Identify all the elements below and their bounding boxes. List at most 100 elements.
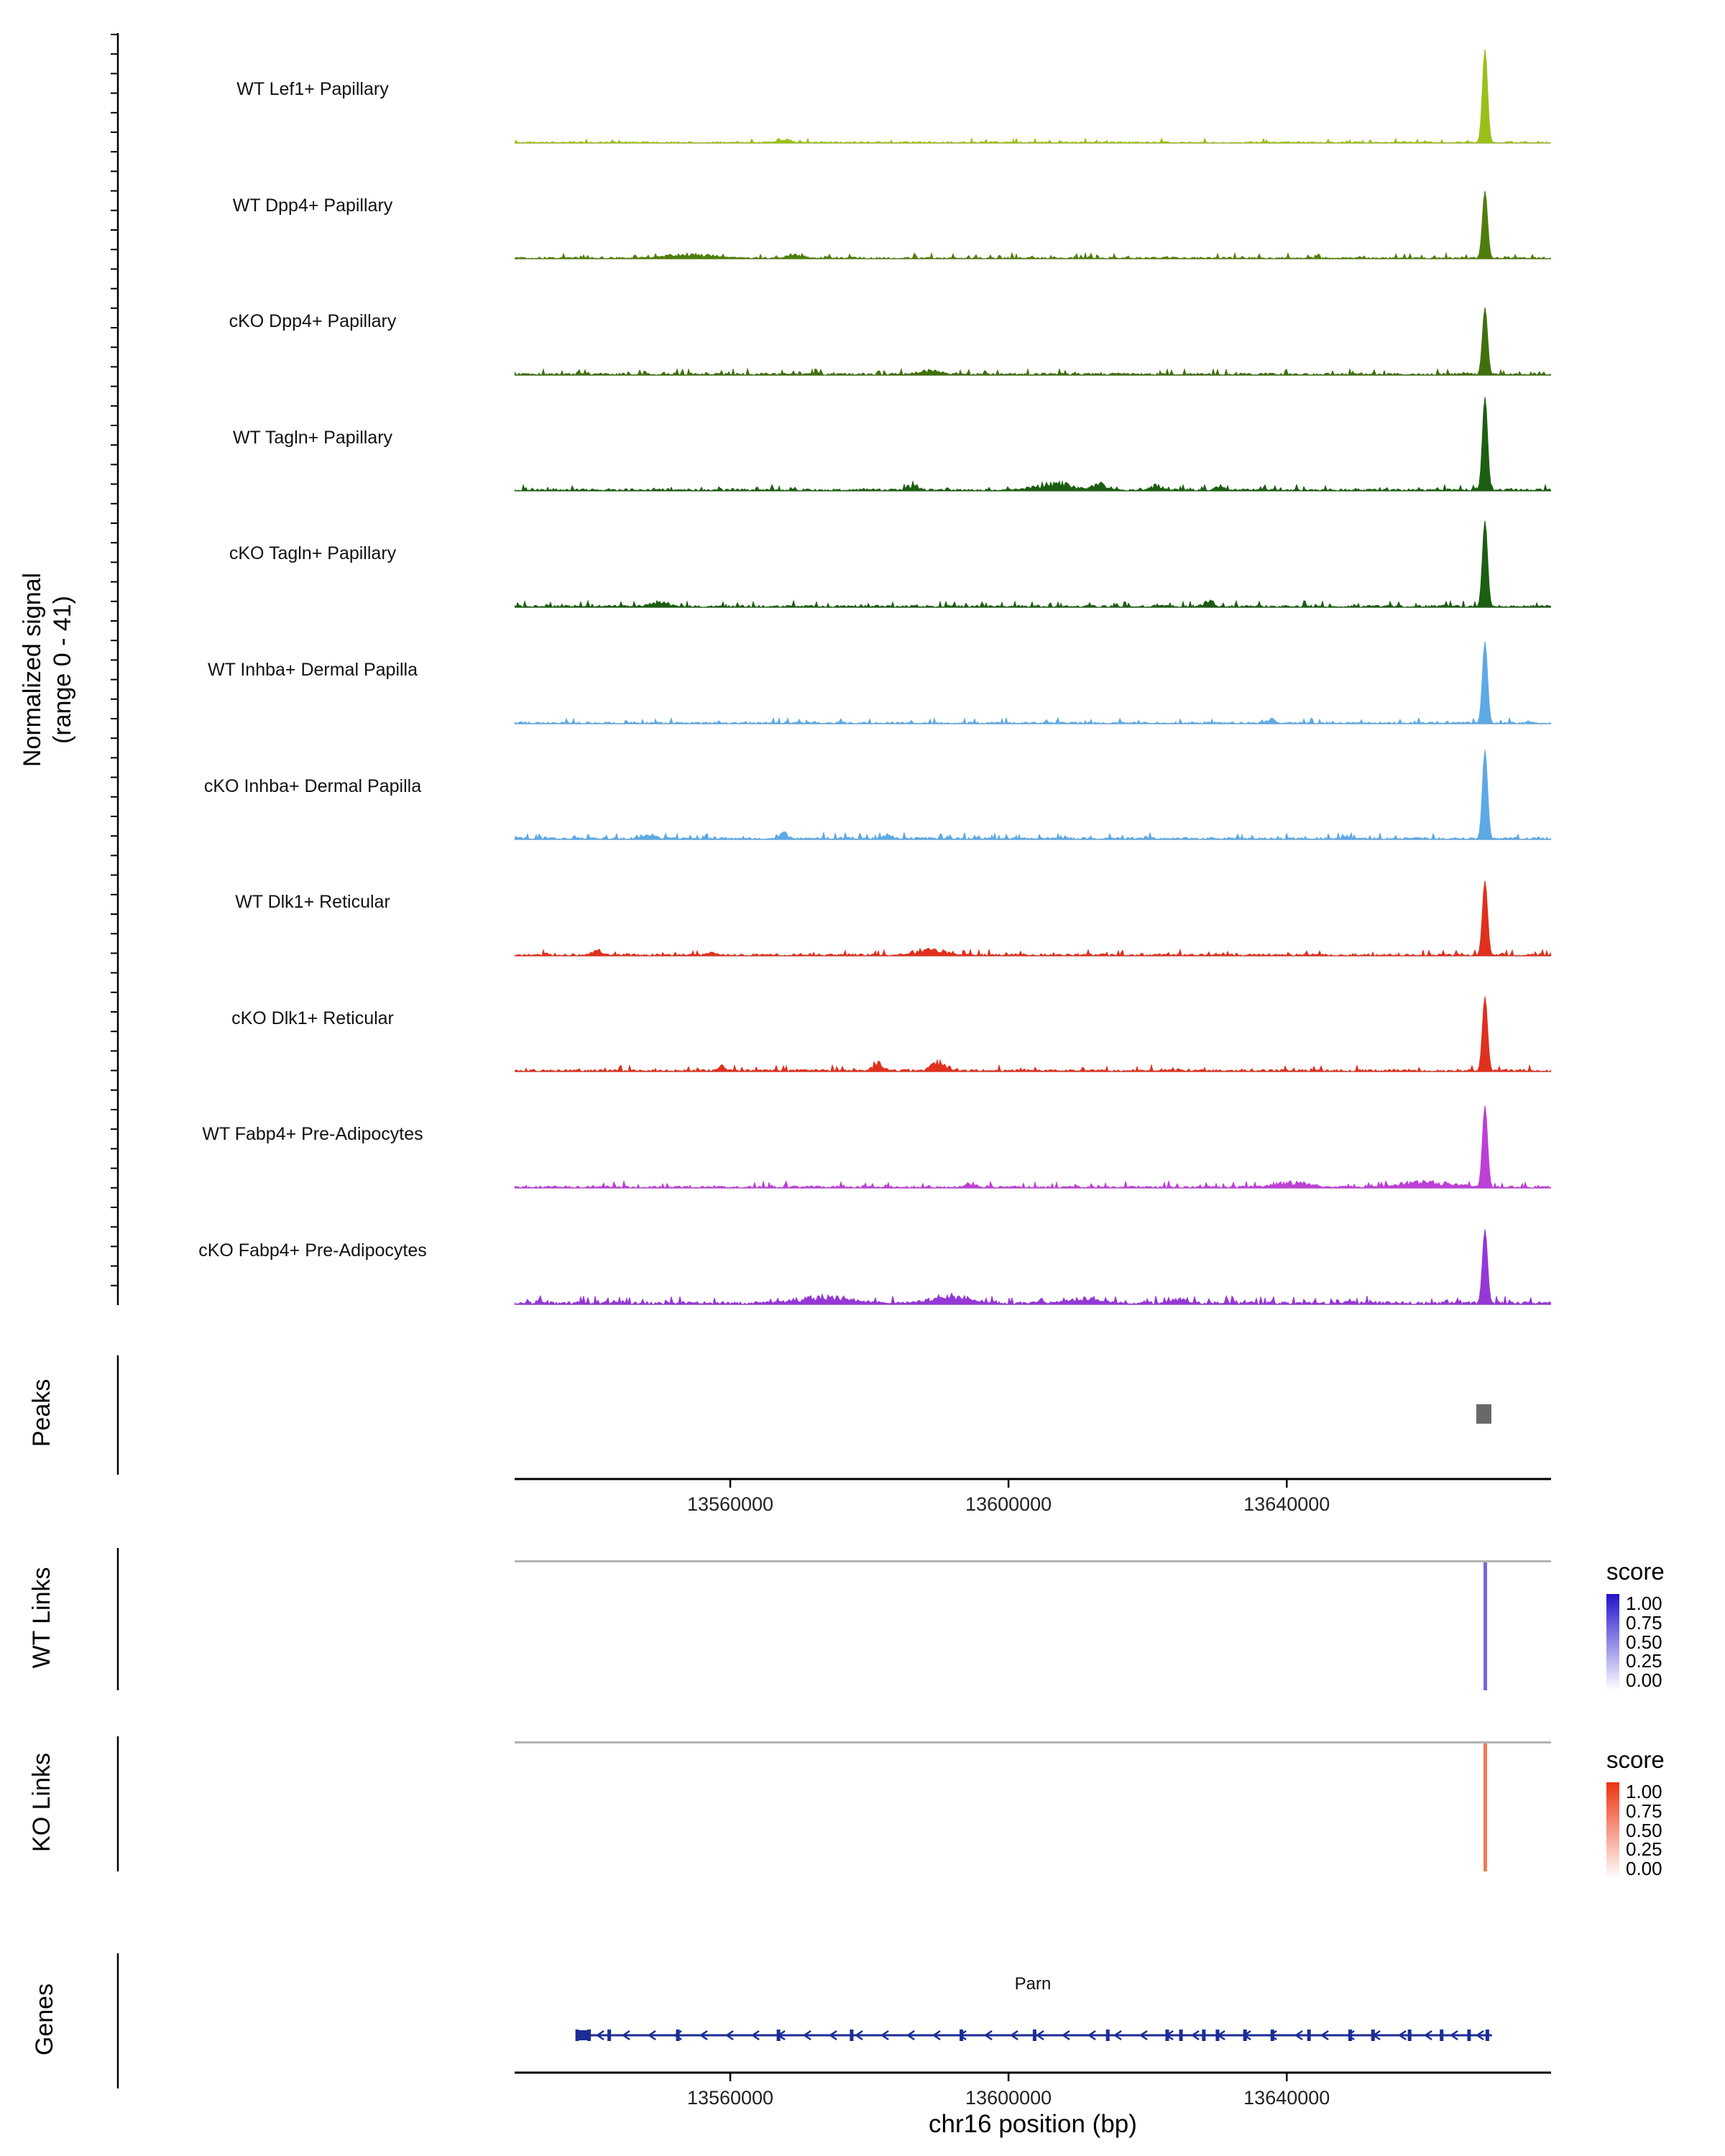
axis-brackets	[111, 33, 119, 2088]
exon-block	[1179, 2030, 1183, 2041]
exon-block	[1371, 2030, 1375, 2041]
ko-score-legend: score 1.00 0.75 0.50 0.25 0.00	[1606, 1746, 1665, 1879]
strand-arrow-icon	[1138, 2030, 1148, 2041]
peak-region-marker	[1476, 1404, 1491, 1424]
ko-score-gradient-bar	[1606, 1782, 1619, 1879]
exon-block	[1270, 2030, 1274, 2041]
legend-tick-label: 1.00	[1626, 1781, 1662, 1802]
gene-start-exon	[576, 2030, 589, 2040]
strand-arrow-icon	[1449, 2030, 1458, 2041]
signal-track-row: cKO Inhba+ Dermal Papilla	[0, 724, 1725, 841]
strand-arrow-icon	[1320, 2030, 1329, 2041]
coverage-signal	[515, 996, 1551, 1073]
strand-arrow-icon	[647, 2030, 656, 2041]
track-label: cKO Tagln+ Papillary	[229, 543, 397, 564]
signal-track-row: cKO Dpp4+ Papillary	[0, 259, 1725, 376]
coverage-signal	[515, 880, 1551, 957]
x-axis-title: chr16 position (bp)	[929, 2110, 1137, 2138]
legend-tick-label: 0.25	[1626, 1650, 1662, 1672]
x-tick-label: 13640000	[1243, 2087, 1330, 2109]
strand-arrow-icon	[595, 2030, 604, 2041]
ko-links-baseline	[515, 1741, 1551, 1743]
signal-track-row: WT Dpp4+ Papillary	[0, 144, 1725, 260]
track-label: WT Dpp4+ Papillary	[232, 195, 393, 216]
track-label: cKO Dlk1+ Reticular	[231, 1008, 394, 1028]
exon-block	[1243, 2030, 1247, 2041]
strand-arrow-icon	[854, 2030, 863, 2041]
strand-arrow-icon	[1397, 2030, 1407, 2041]
exon-block	[607, 2030, 612, 2041]
track-label: WT Dlk1+ Reticular	[235, 892, 390, 913]
legend-tick-label: 0.50	[1626, 1631, 1662, 1653]
coverage-signal	[515, 1105, 1551, 1189]
track-label: cKO Inhba+ Dermal Papilla	[203, 775, 422, 796]
legend-tick-label: 0.75	[1626, 1800, 1662, 1822]
strand-arrow-icon	[957, 2030, 967, 2041]
signal-track-row: cKO Tagln+ Papillary	[0, 492, 1725, 608]
strand-arrow-icon	[1423, 2030, 1432, 2041]
strand-arrow-icon	[1475, 2030, 1484, 2041]
track-label: WT Inhba+ Dermal Papilla	[207, 660, 418, 680]
strand-arrow-icon	[1061, 2030, 1070, 2041]
wt-link-line	[1483, 1562, 1487, 1690]
x-axis-top: 13560000 13600000 13640000	[515, 1478, 1551, 1515]
coverage-signal	[515, 1229, 1551, 1305]
track-label: WT Lef1+ Papillary	[236, 79, 389, 99]
x-axis-bottom: 13560000 13600000 13640000	[515, 2071, 1551, 2109]
wt-score-gradient-bar	[1606, 1594, 1619, 1690]
exon-block	[1165, 2030, 1169, 2041]
legend-tick-label: 0.00	[1626, 1858, 1662, 1880]
signal-track-row: WT Tagln+ Papillary	[0, 376, 1725, 492]
exon-block	[1202, 2030, 1206, 2041]
x-tick-label: 13640000	[1243, 1493, 1330, 1515]
exon-block	[676, 2030, 680, 2041]
coverage-signal	[515, 397, 1551, 492]
track-label: WT Tagln+ Papillary	[232, 427, 393, 448]
exon-block	[587, 2030, 592, 2041]
wt-legend-title: score	[1606, 1558, 1665, 1585]
gene-name-label: Parn	[1014, 1974, 1052, 1994]
signal-track-row: WT Fabp4+ Pre-Adipocytes	[0, 1072, 1725, 1189]
wt-links-baseline	[515, 1560, 1551, 1562]
exon-block	[1440, 2030, 1444, 2041]
exon-block	[1105, 2030, 1110, 2041]
strand-arrow-icon	[983, 2030, 993, 2041]
signal-track-row: WT Dlk1+ Reticular	[0, 840, 1725, 957]
x-tick-label: 13560000	[687, 1493, 773, 1515]
wt-score-legend: score 1.00 0.75 0.50 0.25 0.00	[1606, 1558, 1665, 1690]
strand-arrow-icon	[1294, 2030, 1303, 2041]
strand-arrow-icon	[802, 2030, 811, 2041]
exon-block	[1307, 2030, 1311, 2041]
strand-arrow-icon	[1346, 2030, 1355, 2041]
x-tick-label: 13600000	[965, 1493, 1052, 1515]
strand-arrow-icon	[699, 2030, 708, 2041]
legend-tick-label: 1.00	[1626, 1593, 1662, 1614]
exon-block	[776, 2030, 781, 2041]
legend-tick-label: 0.00	[1626, 1669, 1662, 1692]
legend-tick-label: 0.50	[1626, 1819, 1662, 1841]
strand-arrow-icon	[1190, 2030, 1200, 2041]
coverage-signal	[515, 307, 1551, 376]
coverage-signal	[515, 750, 1551, 841]
exon-block	[1032, 2030, 1036, 2041]
strand-arrow-icon	[724, 2030, 734, 2041]
strand-arrow-icon	[1113, 2030, 1122, 2041]
coverage-signal	[515, 190, 1551, 260]
strand-arrow-icon	[1268, 2030, 1277, 2041]
coverage-signal	[515, 641, 1551, 724]
x-tick-label: 13600000	[965, 2087, 1052, 2109]
strand-arrow-icon	[1009, 2030, 1018, 2041]
strand-arrow-icon	[932, 2030, 941, 2041]
ko-link-line	[1483, 1743, 1487, 1871]
exon-block	[1348, 2030, 1352, 2041]
exon-block	[1485, 2030, 1489, 2041]
strand-arrow-icon	[906, 2030, 915, 2041]
signal-track-row: WT Inhba+ Dermal Papilla	[0, 608, 1725, 724]
exon-block	[960, 2030, 964, 2041]
strand-arrow-icon	[828, 2030, 837, 2041]
coverage-signal	[515, 49, 1551, 144]
strand-arrow-icon	[621, 2030, 630, 2041]
x-tick-label: 13560000	[687, 2087, 773, 2109]
signal-track-row: WT Lef1+ Papillary	[0, 27, 1725, 144]
